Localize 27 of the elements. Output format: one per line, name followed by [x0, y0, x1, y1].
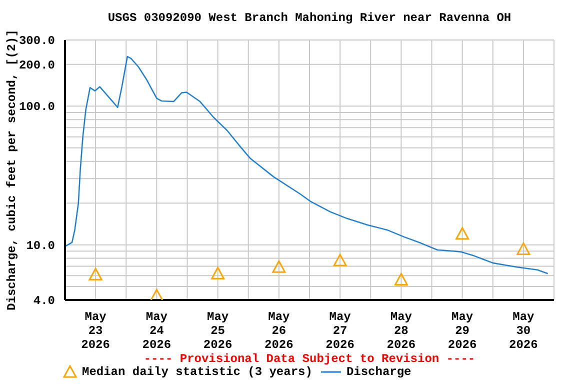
point	[333, 254, 347, 266]
y-tick-label: 100.0	[18, 100, 55, 114]
line-series	[65, 56, 548, 274]
x-tick-label: May 24 2026	[142, 310, 172, 352]
y-tick-label: 300.0	[18, 34, 55, 48]
point	[272, 260, 286, 273]
x-tick-label: May 27 2026	[326, 310, 354, 352]
y-axis-title: Discharge, cubic feet per second, [(2)]	[5, 30, 19, 310]
x-tick-label: May 29 2026	[448, 310, 477, 352]
y-tick-label: 4.0	[33, 294, 55, 308]
y-tick-label: 200.0	[18, 58, 55, 72]
x-tick-label: May 28 2026	[386, 310, 416, 352]
x-tick-label: May 23 2026	[81, 310, 110, 352]
legend-label: Discharge	[346, 365, 412, 379]
legend-label: Median daily statistic (3 years)	[82, 365, 312, 379]
text: ---- Provisional Data Subject to Revision ----	[142, 352, 476, 366]
point	[150, 288, 164, 300]
x-tick-label: May 25 2026	[203, 310, 232, 352]
point	[516, 242, 530, 255]
point	[456, 227, 470, 240]
y-tick-label: 10.0	[26, 238, 55, 253]
x-tick-label: May 26 2026	[264, 310, 294, 352]
point	[394, 272, 408, 286]
point	[211, 266, 225, 280]
point	[88, 268, 102, 280]
chart-title: USGS 03092090 West Branch Mahoning River near Ravenna OH	[106, 11, 512, 25]
x-tick-label: May 30 2026	[509, 310, 538, 352]
